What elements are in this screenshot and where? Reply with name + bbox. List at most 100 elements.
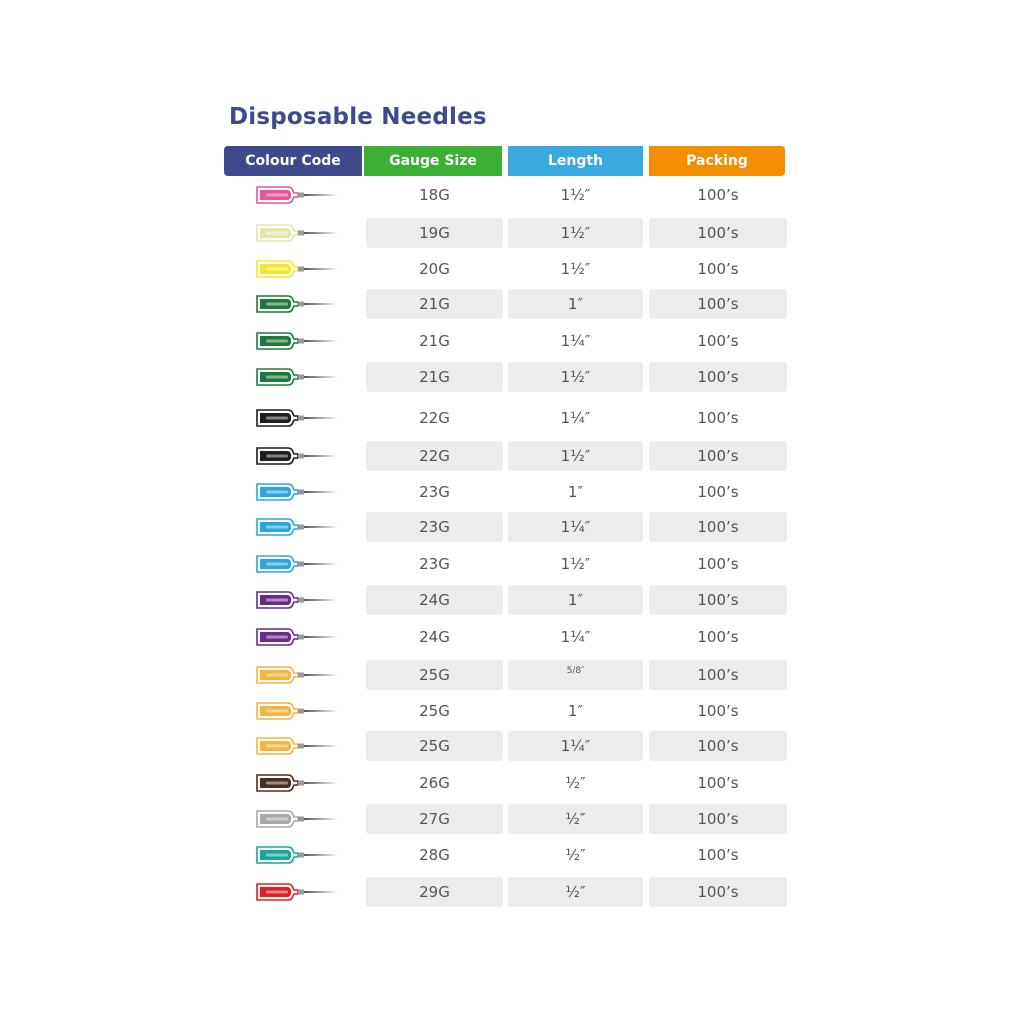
packing-cell: 100’s (649, 585, 787, 615)
gauge-cell: 23G (419, 555, 450, 573)
table-row: 25G 1¼″ 100’s (0, 731, 1024, 761)
length-cell: 1″ (567, 483, 584, 501)
packing-cell: 100’s (649, 877, 787, 907)
length-cell: 1½″ (560, 260, 591, 278)
length-cell: 1″ (508, 585, 643, 615)
packing-cell: 100’s (649, 731, 787, 761)
needle-icon (254, 222, 340, 244)
table-row: 28G ½″ 100’s (0, 840, 1024, 870)
length-cell: 1½″ (560, 186, 591, 204)
table-row: 20G 1½″ 100’s (0, 254, 1024, 284)
gauge-cell: 28G (419, 846, 450, 864)
length-cell: 1¼″ (508, 731, 643, 761)
packing-cell: 100’s (649, 804, 787, 834)
table-row: 25G 5/8″ 100’s (0, 660, 1024, 690)
header-packing: Packing (649, 146, 785, 176)
gauge-cell: 23G (366, 512, 503, 542)
length-cell: 1½″ (508, 362, 643, 392)
table-row: 23G 1½″ 100’s (0, 549, 1024, 579)
length-cell: ½″ (508, 877, 643, 907)
table-row: 26G ½″ 100’s (0, 768, 1024, 798)
table-row: 21G 1½″ 100’s (0, 362, 1024, 392)
gauge-cell: 19G (366, 218, 503, 248)
length-cell: 1¼″ (508, 512, 643, 542)
needle-icon (254, 258, 340, 280)
length-cell: 1″ (508, 289, 643, 319)
table-row: 18G 1½″ 100’s (0, 180, 1024, 210)
needle-icon (254, 553, 340, 575)
table-row: 21G 1¼″ 100’s (0, 326, 1024, 356)
needle-icon (254, 626, 340, 648)
header-colour-code: Colour Code (224, 146, 362, 176)
packing-cell: 100’s (697, 628, 739, 646)
needle-icon (254, 772, 340, 794)
table-row: 25G 1″ 100’s (0, 696, 1024, 726)
packing-cell: 100’s (649, 512, 787, 542)
gauge-cell: 25G (366, 731, 503, 761)
gauge-cell: 21G (366, 362, 503, 392)
gauge-cell: 21G (419, 332, 450, 350)
table-row: 24G 1″ 100’s (0, 585, 1024, 615)
gauge-cell: 25G (366, 660, 503, 690)
packing-cell: 100’s (697, 483, 739, 501)
header-gauge-size: Gauge Size (364, 146, 502, 176)
gauge-cell: 24G (366, 585, 503, 615)
table-row: 27G ½″ 100’s (0, 804, 1024, 834)
needle-icon (254, 366, 340, 388)
length-cell: 1¼″ (560, 332, 591, 350)
length-cell: 1¼″ (560, 628, 591, 646)
packing-cell: 100’s (697, 260, 739, 278)
needle-icon (254, 445, 340, 467)
needle-icon (254, 589, 340, 611)
needle-icon (254, 735, 340, 757)
needle-icon (254, 808, 340, 830)
table-row: 21G 1″ 100’s (0, 289, 1024, 319)
needle-icon (254, 700, 340, 722)
gauge-cell: 25G (419, 702, 450, 720)
gauge-cell: 22G (419, 409, 450, 427)
packing-cell: 100’s (697, 555, 739, 573)
gauge-cell: 23G (419, 483, 450, 501)
needle-icon (254, 330, 340, 352)
needle-icon (254, 407, 340, 429)
packing-cell: 100’s (649, 362, 787, 392)
table-row: 23G 1″ 100’s (0, 477, 1024, 507)
table-row: 23G 1¼″ 100’s (0, 512, 1024, 542)
needle-icon (254, 881, 340, 903)
needle-icon (254, 481, 340, 503)
needle-icon (254, 293, 340, 315)
table-row: 29G ½″ 100’s (0, 877, 1024, 907)
length-cell: 5/8″ (508, 660, 643, 690)
needle-icon (254, 516, 340, 538)
packing-cell: 100’s (649, 289, 787, 319)
needle-icon (254, 664, 340, 686)
gauge-cell: 21G (366, 289, 503, 319)
length-cell: ½″ (565, 846, 586, 864)
table-row: 22G 1¼″ 100’s (0, 403, 1024, 433)
packing-cell: 100’s (697, 774, 739, 792)
length-cell: 1″ (567, 702, 584, 720)
packing-cell: 100’s (649, 441, 787, 471)
length-cell: ½″ (508, 804, 643, 834)
length-cell: ½″ (565, 774, 586, 792)
packing-cell: 100’s (697, 332, 739, 350)
gauge-cell: 22G (366, 441, 503, 471)
gauge-cell: 27G (366, 804, 503, 834)
needle-icon (254, 844, 340, 866)
table-row: 24G 1¼″ 100’s (0, 622, 1024, 652)
gauge-cell: 18G (419, 186, 450, 204)
packing-cell: 100’s (649, 660, 787, 690)
table-row: 19G 1½″ 100’s (0, 218, 1024, 248)
packing-cell: 100’s (697, 186, 739, 204)
length-cell: 1½″ (560, 555, 591, 573)
needle-icon (254, 184, 340, 206)
gauge-cell: 20G (419, 260, 450, 278)
page-title: Disposable Needles (229, 104, 487, 130)
packing-cell: 100’s (697, 702, 739, 720)
table-row: 22G 1½″ 100’s (0, 441, 1024, 471)
length-cell: 1½″ (508, 218, 643, 248)
gauge-cell: 29G (366, 877, 503, 907)
gauge-cell: 26G (419, 774, 450, 792)
header-length: Length (508, 146, 643, 176)
packing-cell: 100’s (697, 846, 739, 864)
